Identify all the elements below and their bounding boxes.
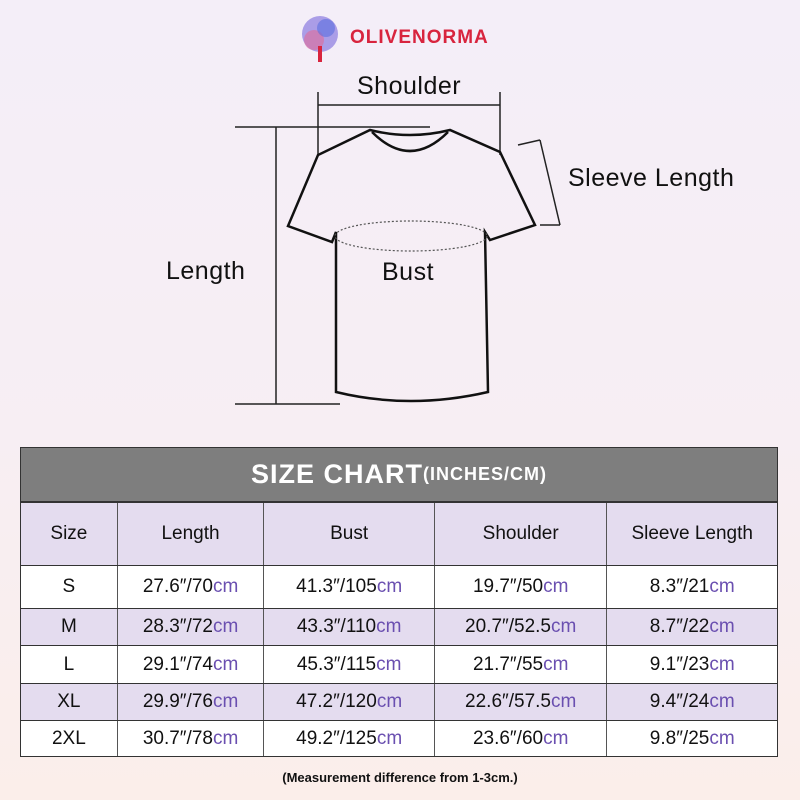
cell-value: S [62, 576, 76, 597]
cell-value: 49.2″/125 [296, 727, 377, 749]
measurement-cell: 49.2″/125 cm [263, 721, 434, 756]
title-text: SIZE CHART [251, 459, 423, 489]
tshirt-diagram [235, 92, 561, 405]
measurement-cell: 29.9″/76 cm [116, 684, 264, 720]
measurement-cell: 43.3″/110 cm [263, 609, 434, 645]
measurement-cell: 47.2″/120 cm [263, 684, 434, 720]
cell-value: 47.2″/120 [296, 691, 377, 712]
size-chart-table: SIZE CHART (INCHES/CM) Size Length Bust Shou… [20, 447, 778, 757]
cell-value: 43.3″/110 [296, 616, 377, 637]
measurement-cell: 21.7″/55 cm [433, 646, 607, 683]
column-header: Size [50, 523, 88, 544]
unit-suffix: cm [376, 653, 402, 675]
measurement-cell: 19.7″/50 cm [433, 566, 607, 608]
measurement-cell: 20.7″/52.5 cm [433, 609, 607, 645]
unit-suffix: cm [543, 727, 569, 749]
shoulder-label: Shoulder [357, 72, 462, 100]
measurement-note: (Measurement difference from 1-3cm.) [282, 770, 518, 785]
measurement-cell: 9.1″/23 cm [606, 646, 777, 683]
cell-value: M [60, 616, 77, 637]
unit-suffix: cm [376, 616, 402, 637]
measurement-cell: 8.7″/22 cm [606, 609, 777, 645]
table-row: 2XL 30.7″/78 cm 49.2″/125 cm 23.6″/60 cm 9.8″/2… [21, 720, 777, 756]
size-cell: S [21, 566, 117, 608]
table-row: XL 29.9″/76 cm 47.2″/120 cm 22.6″/57.5 cm 9.4″/… [21, 683, 777, 720]
unit-suffix: cm [212, 616, 239, 637]
measurement-cell: 22.6″/57.5 cm [433, 684, 607, 720]
cell-value: 30.7″/78 [142, 727, 213, 749]
unit-suffix: cm [212, 576, 239, 597]
unit-suffix: cm [212, 653, 239, 675]
cell-value: 28.3″/72 [142, 616, 213, 637]
unit-suffix: cm [709, 653, 735, 675]
cell-value: 21.7″/55 [472, 653, 544, 675]
size-cell: L [21, 646, 117, 683]
unit-suffix: cm [709, 727, 735, 749]
cell-value: 9.1″/23 [649, 653, 710, 675]
table-row: S 27.6″/70 cm 41.3″/105 cm 19.7″/50 cm 8.3″/21 c… [21, 565, 777, 608]
column-header: Sleeve Length [606, 503, 777, 565]
measurement-cell: 29.1″/74 cm [116, 646, 264, 683]
cell-value: 8.7″/22 [649, 616, 710, 637]
cell-value: 20.7″/52.5 [465, 616, 551, 637]
unit-suffix: cm [551, 616, 577, 637]
cell-value: 41.3″/105 [296, 576, 377, 597]
brand-name: OLIVENORMA [350, 27, 489, 48]
cell-value: 2XL [51, 727, 86, 749]
column-header: Length [116, 503, 264, 565]
column-header: Shoulder [433, 503, 607, 565]
table-header-row: Size Length Bust Shoulder Sleeve Length [21, 502, 777, 565]
measurement-cell: 28.3″/72 cm [116, 609, 264, 645]
cell-value: 29.1″/74 [142, 653, 213, 675]
cell-value: XL [57, 691, 81, 712]
cell-value: 23.6″/60 [472, 727, 544, 749]
unit-suffix: cm [543, 576, 569, 597]
cell-value: 22.6″/57.5 [465, 691, 551, 712]
cell-value: L [63, 653, 75, 675]
unit-suffix: cm [376, 576, 403, 597]
length-label: Length [166, 257, 246, 285]
cell-value: 45.3″/115 [296, 653, 377, 675]
unit-suffix: cm [376, 691, 403, 712]
size-cell: M [21, 609, 117, 645]
measurement-cell: 30.7″/78 cm [116, 721, 264, 756]
sleeve-length-label: Sleeve Length [568, 164, 735, 192]
unit-suffix: cm [376, 727, 403, 749]
cell-value: 9.4″/24 [649, 691, 710, 712]
unit-suffix: cm [543, 653, 569, 675]
measurement-cell: 9.4″/24 cm [606, 684, 777, 720]
unit-suffix: cm [709, 576, 735, 597]
cell-value: 9.8″/25 [649, 727, 710, 749]
unit-suffix: cm [709, 616, 735, 637]
measurement-cell: 23.6″/60 cm [433, 721, 607, 756]
measurement-cell: 45.3″/115 cm [263, 646, 434, 683]
size-cell: 2XL [21, 721, 117, 756]
unit-suffix: cm [709, 691, 735, 712]
table-row: L 29.1″/74 cm 45.3″/115 cm 21.7″/55 cm 9.1″/23 c… [21, 645, 777, 683]
measurement-cell: 8.3″/21 cm [606, 566, 777, 608]
cell-value: 19.7″/50 [472, 576, 544, 597]
unit-suffix: cm [551, 691, 577, 712]
size-chart-title: SIZE CHART (INCHES/CM) [21, 448, 777, 502]
tree-icon [302, 16, 338, 62]
column-header: Bust [263, 503, 434, 565]
title-unit: (INCHES/CM) [423, 464, 547, 484]
table-row: M 28.3″/72 cm 43.3″/110 cm 20.7″/52.5 cm 8.7″/2… [21, 608, 777, 645]
measurement-cell: 41.3″/105 cm [263, 566, 434, 608]
unit-suffix: cm [212, 691, 239, 712]
measurement-cell: 9.8″/25 cm [606, 721, 777, 756]
cell-value: 8.3″/21 [649, 576, 710, 597]
bust-label: Bust [382, 258, 435, 286]
unit-suffix: cm [212, 727, 239, 749]
size-cell: XL [21, 684, 117, 720]
cell-value: 29.9″/76 [142, 691, 213, 712]
measurement-cell: 27.6″/70 cm [116, 566, 264, 608]
brand-logo: OLIVENORMA [298, 10, 489, 66]
cell-value: 27.6″/70 [142, 576, 213, 597]
